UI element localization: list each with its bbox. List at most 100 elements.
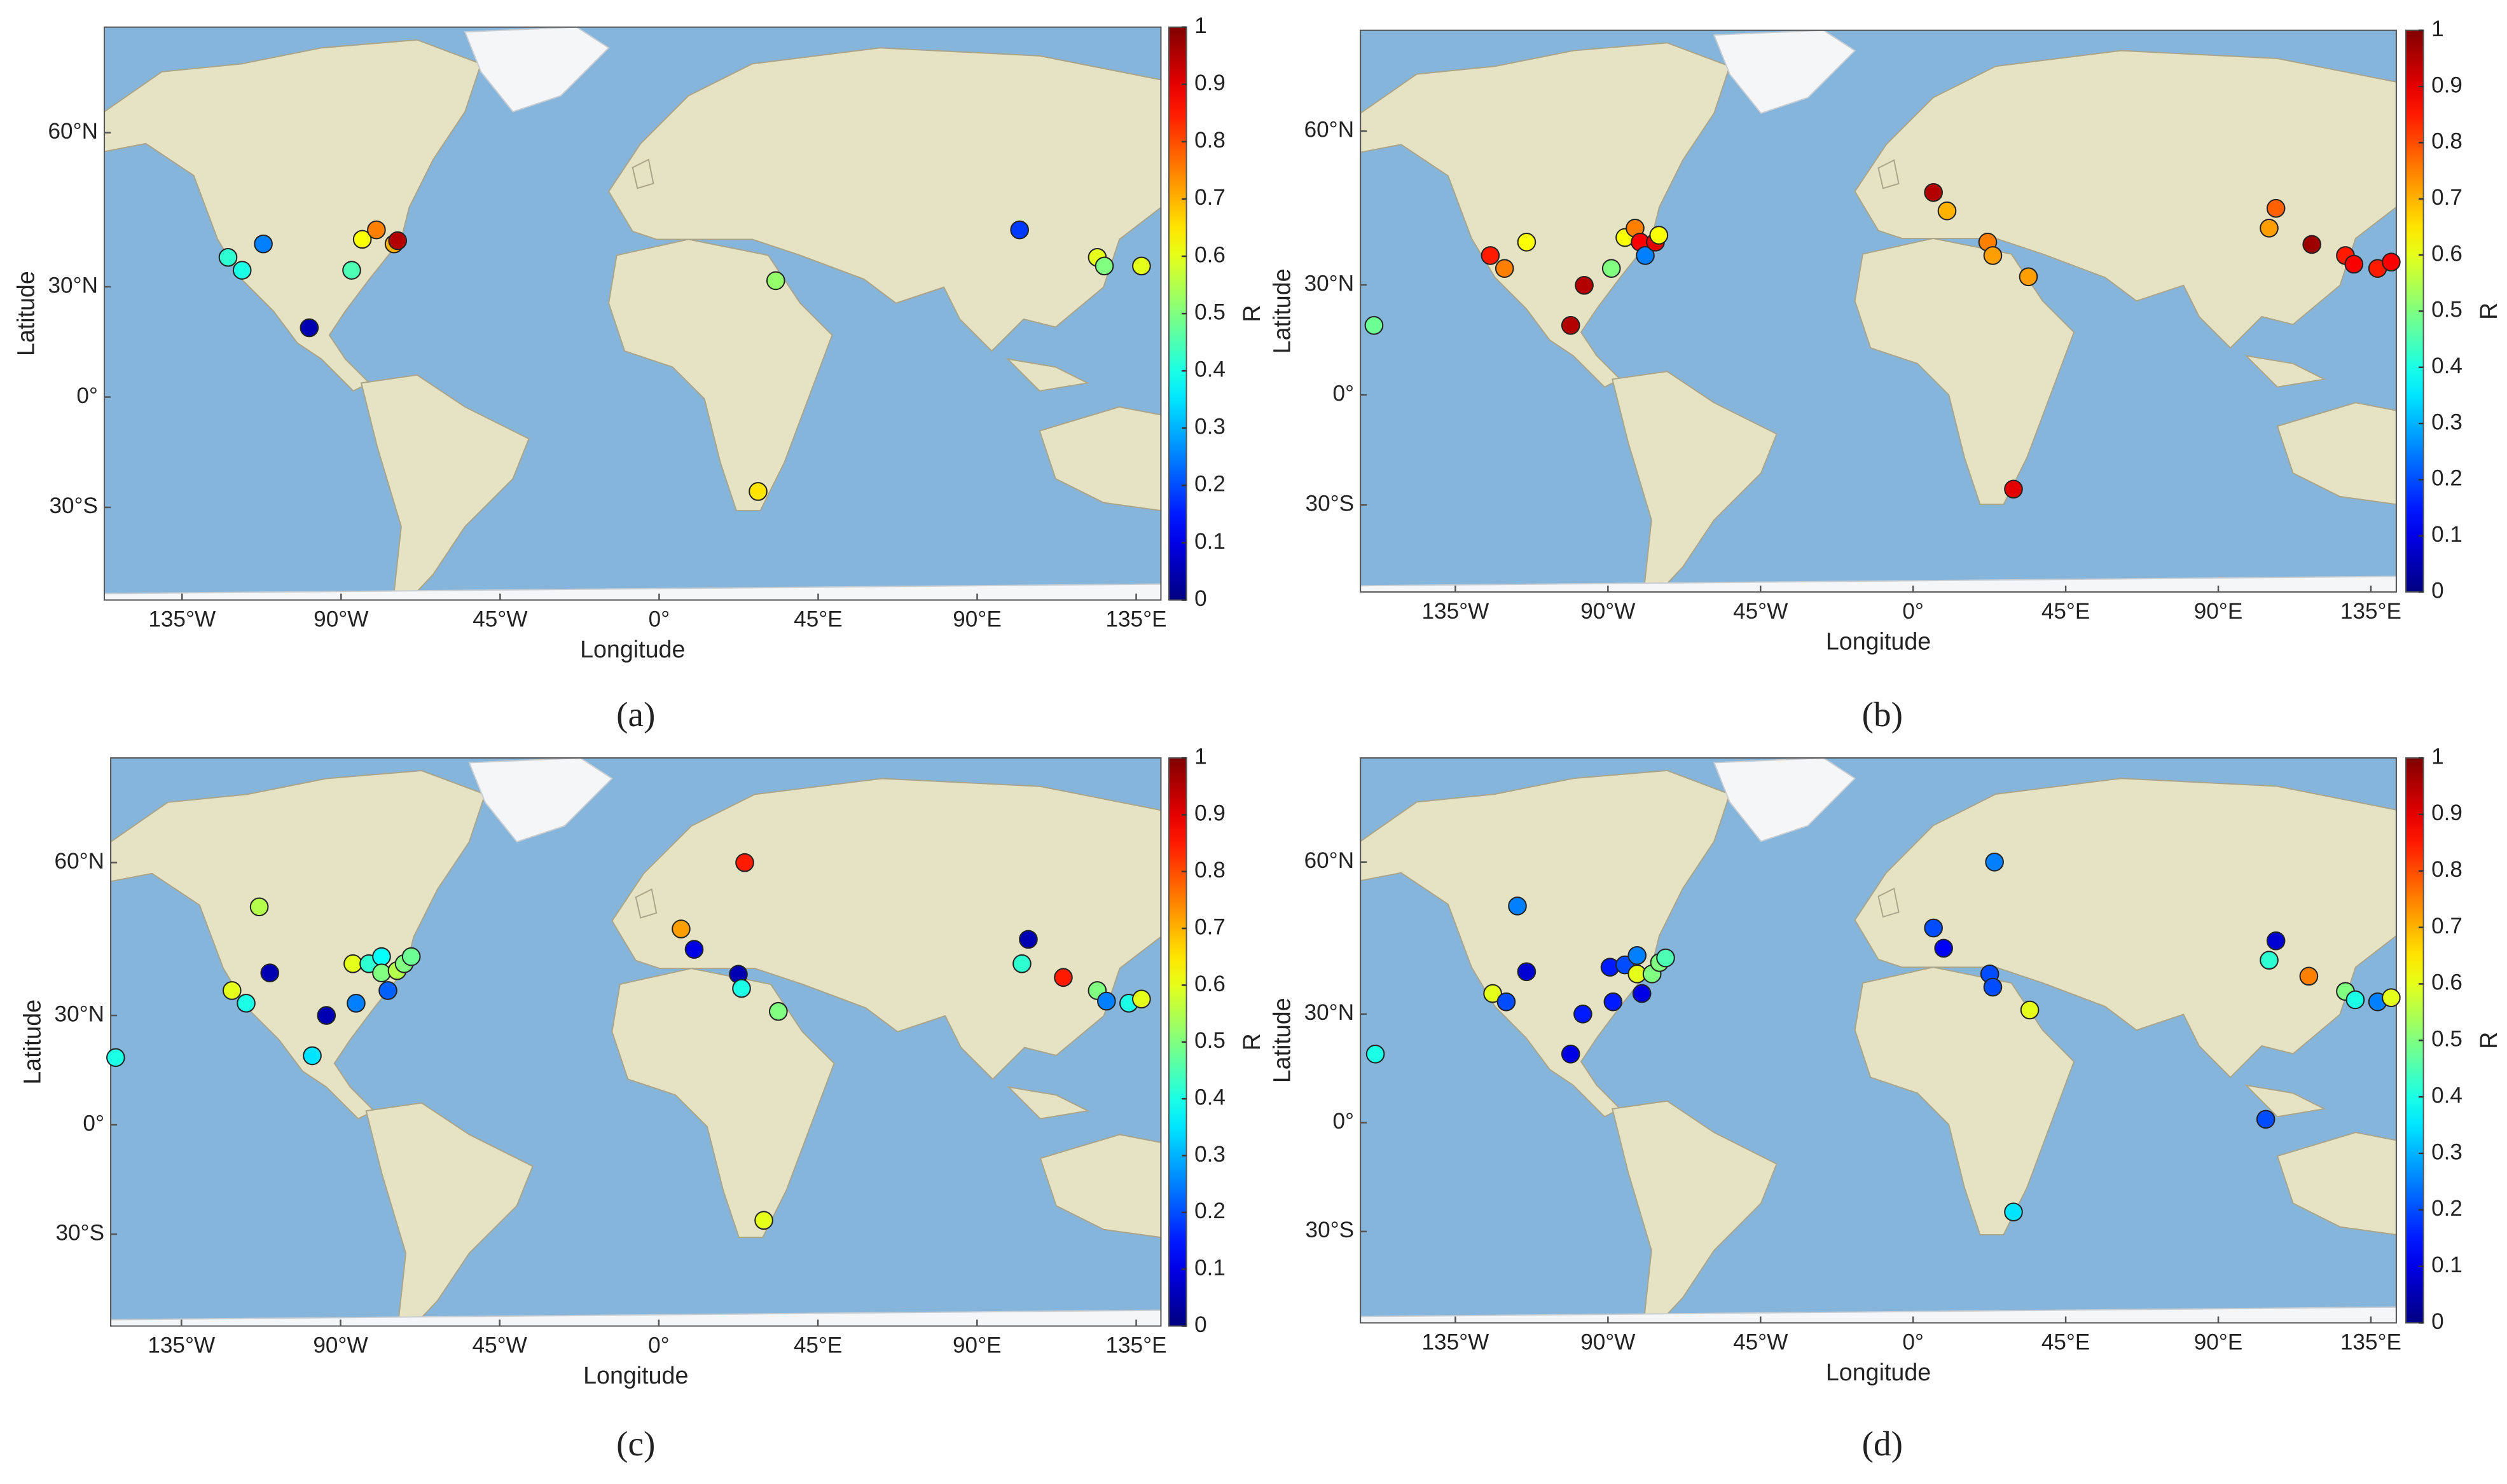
- y-axis-label: Latitude: [19, 1000, 46, 1085]
- site-marker: [1496, 992, 1516, 1012]
- site-marker: [1575, 275, 1594, 295]
- colorbar-label: R: [1238, 305, 1265, 322]
- site-marker: [1983, 246, 2003, 265]
- site-marker: [1012, 954, 1032, 973]
- site-marker: [1517, 962, 1537, 982]
- colorbar-tick-label: 1: [1194, 744, 1207, 769]
- colorbar-tick-label: 0.5: [1194, 1028, 1226, 1053]
- y-tick-label: 60°N: [48, 119, 98, 144]
- site-marker: [1924, 182, 1943, 202]
- y-tick-label: 60°N: [1304, 118, 1354, 142]
- colorbar-tick-label: 0.1: [1194, 1255, 1226, 1280]
- site-marker: [2382, 252, 2401, 271]
- site-marker: [2256, 1110, 2276, 1129]
- colorbar-tick-label: 0.7: [2431, 185, 2462, 210]
- y-axis-label: Latitude: [1269, 998, 1295, 1083]
- site-marker: [2345, 990, 2365, 1010]
- site-marker: [684, 940, 704, 959]
- site-marker: [1656, 948, 1675, 968]
- x-tick-label: 90°E: [2194, 1329, 2243, 1354]
- site-marker: [232, 261, 252, 280]
- site-marker: [1627, 945, 1647, 965]
- panel-caption: (a): [616, 695, 655, 734]
- panel-caption: (c): [616, 1424, 655, 1463]
- site-marker: [1924, 918, 1943, 938]
- site-marker: [1132, 989, 1151, 1009]
- colorbar-tick-label: 0.6: [1194, 242, 1226, 267]
- site-marker: [343, 954, 363, 973]
- x-tick-label: 45°W: [1733, 1329, 1788, 1354]
- site-marker: [1517, 233, 1537, 252]
- site-marker: [1573, 1005, 1592, 1024]
- colorbar-tick-label: 0.7: [1194, 914, 1226, 939]
- site-marker: [218, 247, 238, 267]
- site-marker: [1561, 316, 1580, 335]
- plot-frame: [1360, 29, 2397, 593]
- site-marker: [2019, 267, 2038, 287]
- x-tick-label: 45°E: [2041, 599, 2090, 624]
- y-tick-label: 30°N: [1304, 1000, 1354, 1025]
- x-tick-label: 135°W: [148, 1333, 216, 1357]
- site-marker: [735, 853, 754, 872]
- colorbar-tick-label: 0.3: [2431, 1139, 2462, 1164]
- y-tick-label: 30°S: [1306, 1218, 1355, 1242]
- plot-frame: [1360, 757, 2397, 1324]
- colorbar-tick-label: 0.8: [1194, 858, 1226, 883]
- site-marker: [249, 897, 269, 917]
- site-marker: [260, 963, 280, 983]
- y-tick-label: 60°N: [55, 849, 104, 874]
- x-tick-label: 45°W: [473, 1333, 528, 1357]
- x-tick-label: 90°E: [953, 1333, 1002, 1357]
- site-marker: [1481, 246, 1500, 265]
- site-marker: [401, 947, 421, 966]
- site-marker: [2382, 988, 2401, 1007]
- site-marker: [388, 231, 408, 251]
- colorbar-tick-label: 0.4: [1194, 1085, 1226, 1110]
- x-tick-label: 45°E: [794, 607, 843, 632]
- x-tick-label: 45°E: [794, 1333, 843, 1357]
- x-tick-label: 90°W: [314, 607, 369, 632]
- colorbar-tick-label: 0.2: [1194, 1199, 1226, 1223]
- site-marker: [1636, 246, 1655, 265]
- site-marker: [106, 1048, 125, 1068]
- site-marker: [300, 318, 319, 338]
- colorbar-tick-label: 0.9: [2431, 72, 2462, 97]
- colorbar-label: R: [2475, 303, 2502, 320]
- x-axis-label: Longitude: [1826, 1359, 1931, 1385]
- site-marker: [766, 271, 785, 291]
- site-marker: [2266, 931, 2286, 951]
- x-tick-label: 45°W: [1733, 599, 1788, 624]
- site-marker: [2302, 235, 2321, 254]
- colorbar-tick-label: 0.9: [1194, 71, 1226, 95]
- colorbar-tick-label: 0.2: [1194, 472, 1226, 497]
- x-tick-label: 135°E: [2340, 599, 2401, 624]
- y-tick-label: 30°S: [1306, 491, 1355, 516]
- colorbar-tick-label: 0.6: [2431, 970, 2462, 995]
- site-marker: [1097, 991, 1116, 1011]
- x-axis-label: Longitude: [1826, 628, 1931, 654]
- site-marker: [372, 963, 391, 983]
- site-marker: [1603, 992, 1623, 1012]
- x-tick-label: 135°E: [2340, 1329, 2401, 1354]
- site-marker: [1054, 968, 1073, 987]
- x-axis-label: Longitude: [583, 1362, 688, 1389]
- colorbar-tick-label: 0.1: [2431, 522, 2462, 547]
- plot-frame: [104, 26, 1162, 601]
- y-tick-label: 0°: [1333, 381, 1355, 406]
- colorbar-tick-label: 0.1: [1194, 529, 1226, 554]
- site-marker: [1983, 977, 2003, 997]
- colorbar-tick-label: 0: [2431, 578, 2444, 603]
- colorbar-tick-label: 0.4: [2431, 354, 2462, 378]
- site-marker: [769, 1001, 788, 1021]
- site-marker: [352, 230, 372, 249]
- y-axis-label: Latitude: [1269, 268, 1295, 354]
- colorbar-tick-label: 0: [2431, 1309, 2444, 1334]
- y-tick-label: 0°: [76, 383, 98, 408]
- site-marker: [1934, 938, 1953, 958]
- colorbar-tick-label: 0: [1194, 586, 1207, 611]
- basemap: [1360, 30, 2396, 593]
- x-tick-label: 0°: [648, 1333, 670, 1357]
- y-tick-label: 30°N: [48, 273, 98, 298]
- colorbar-tick-label: 0: [1194, 1312, 1207, 1337]
- y-tick-label: 30°S: [49, 493, 98, 518]
